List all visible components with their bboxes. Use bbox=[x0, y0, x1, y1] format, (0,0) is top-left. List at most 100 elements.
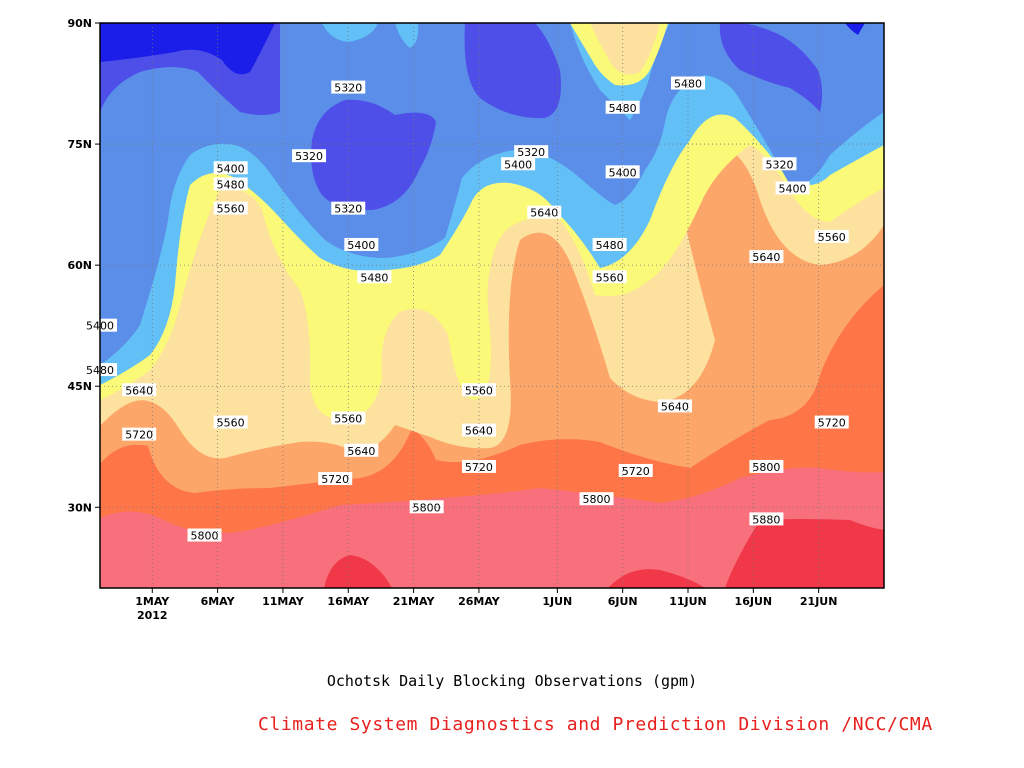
contour-label-bg bbox=[331, 411, 366, 425]
contour-label-text: 5400 bbox=[217, 162, 245, 175]
contour-label: 5640 bbox=[527, 205, 562, 220]
contour-label: 5720 bbox=[814, 415, 849, 430]
contour-label-bg bbox=[514, 145, 549, 159]
contour-label: 5560 bbox=[592, 270, 627, 284]
contour-label-layer: 5320532053205320532054005400540054005400… bbox=[83, 76, 849, 543]
contour-label-text: 5560 bbox=[217, 203, 245, 216]
y-tick-label: 45N bbox=[67, 380, 92, 393]
contour-label-bg bbox=[213, 415, 248, 429]
contour-label: 5640 bbox=[344, 443, 379, 458]
contour-label-text: 5800 bbox=[413, 501, 441, 514]
contour-label: 5720 bbox=[318, 472, 353, 486]
contour-label-bg bbox=[213, 161, 248, 175]
x-tick-label: 6MAY bbox=[201, 595, 236, 608]
contour-label-bg bbox=[461, 459, 496, 473]
contour-label-bg bbox=[318, 472, 353, 486]
contour-label-bg bbox=[331, 201, 366, 215]
contour-label: 5320 bbox=[514, 145, 549, 159]
contour-label-bg bbox=[749, 250, 784, 264]
contour-label-bg bbox=[187, 528, 222, 542]
contour-label-bg bbox=[213, 177, 248, 191]
contour-label-text: 5400 bbox=[504, 158, 532, 171]
contour-label-bg bbox=[618, 463, 653, 477]
x-year-label: 2012 bbox=[137, 609, 168, 622]
contour-label-text: 5800 bbox=[191, 530, 219, 543]
contour-label-text: 5640 bbox=[530, 207, 558, 220]
contour-label: 5560 bbox=[461, 383, 496, 397]
fill-lt5320 bbox=[100, 23, 865, 75]
contour-label-bg bbox=[749, 459, 784, 473]
contour-label: 5400 bbox=[213, 161, 248, 175]
x-axis: 1MAY 6MAY 11MAY 16MAY 21MAY 26MAY 1JUN 6JUN 11JU… bbox=[135, 588, 837, 622]
contour-label-bg bbox=[357, 270, 392, 284]
contour-label-bg bbox=[749, 512, 784, 526]
contour-label: 5640 bbox=[122, 383, 157, 397]
contour-label: 5320 bbox=[292, 149, 327, 163]
contour-label: 5480 bbox=[357, 270, 392, 284]
contour-label-text: 5640 bbox=[347, 445, 375, 458]
x-tick-label: 11MAY bbox=[262, 595, 305, 608]
contour-label-bg bbox=[122, 427, 157, 441]
y-tick-label: 90N bbox=[67, 17, 92, 30]
contour-label-text: 5720 bbox=[125, 429, 153, 442]
contour-label-text: 5400 bbox=[347, 239, 375, 252]
contour-label-text: 5880 bbox=[752, 513, 780, 526]
contour-label-text: 5480 bbox=[609, 102, 637, 115]
contour-label-bg bbox=[213, 201, 248, 215]
x-tick-label: 16JUN bbox=[735, 595, 773, 608]
contour-label-text: 5560 bbox=[596, 271, 624, 284]
plot-grid bbox=[100, 23, 884, 588]
contour-label: 5480 bbox=[213, 177, 248, 191]
y-tick-label: 30N bbox=[67, 501, 92, 514]
contour-label: 5800 bbox=[749, 459, 784, 474]
contour-label: 5400 bbox=[344, 237, 379, 252]
contour-label-bg bbox=[762, 157, 797, 171]
contour-label: 5640 bbox=[657, 399, 692, 413]
plot-frame bbox=[99, 22, 885, 589]
x-tick-label: 6JUN bbox=[608, 595, 638, 608]
contour-label-bg bbox=[814, 229, 849, 243]
contour-label-text: 5560 bbox=[818, 231, 846, 244]
contour-label-bg bbox=[592, 237, 627, 251]
contour-label: 5480 bbox=[592, 237, 627, 252]
x-tick-label: 16MAY bbox=[327, 595, 370, 608]
chart-title: Ochotsk Daily Blocking Observations (gpm… bbox=[326, 672, 698, 690]
x-tick-label: 21JUN bbox=[800, 595, 838, 608]
contour-label: 5800 bbox=[409, 500, 444, 514]
x-tick-label: 11JUN bbox=[669, 595, 707, 608]
contour-label-text: 5560 bbox=[465, 384, 493, 397]
contour-label-bg bbox=[292, 149, 327, 163]
contour-label: 5560 bbox=[814, 229, 849, 244]
x-tick-label: 1JUN bbox=[542, 595, 572, 608]
contour-label-bg bbox=[579, 492, 614, 506]
y-tick-label: 60N bbox=[67, 259, 92, 272]
contour-label-text: 5640 bbox=[661, 400, 689, 413]
contour-label-text: 5800 bbox=[583, 493, 611, 506]
chart-credit: Climate System Diagnostics and Predictio… bbox=[258, 714, 933, 735]
contour-label-text: 5320 bbox=[295, 150, 323, 163]
contour-label-text: 5720 bbox=[818, 417, 846, 430]
contour-label-bg bbox=[657, 399, 692, 413]
y-axis: 30N 45N 60N 75N 90N bbox=[67, 17, 100, 514]
x-tick-label: 21MAY bbox=[393, 595, 436, 608]
contour-label-text: 5720 bbox=[622, 465, 650, 478]
contour-label: 5320 bbox=[331, 201, 366, 216]
contour-label: 5400 bbox=[775, 181, 810, 195]
contour-label-bg bbox=[409, 500, 444, 514]
fill-5400-north bbox=[322, 23, 419, 48]
contour-label-bg bbox=[461, 423, 496, 437]
contour-label-bg bbox=[461, 383, 496, 397]
x-tick-label: 1MAY bbox=[135, 595, 170, 608]
contour-label: 5640 bbox=[749, 250, 784, 264]
contour-label-bg bbox=[592, 270, 627, 284]
contour-label-bg bbox=[527, 205, 562, 219]
contour-label: 5320 bbox=[762, 157, 797, 171]
x-tick-label: 26MAY bbox=[458, 595, 501, 608]
contour-label-text: 5400 bbox=[609, 166, 637, 179]
contour-label-text: 5400 bbox=[779, 182, 807, 195]
contour-label: 5720 bbox=[618, 463, 653, 478]
contour-label-text: 5560 bbox=[217, 417, 245, 430]
contour-label: 5720 bbox=[122, 427, 157, 442]
contour-label-text: 5480 bbox=[596, 239, 624, 252]
